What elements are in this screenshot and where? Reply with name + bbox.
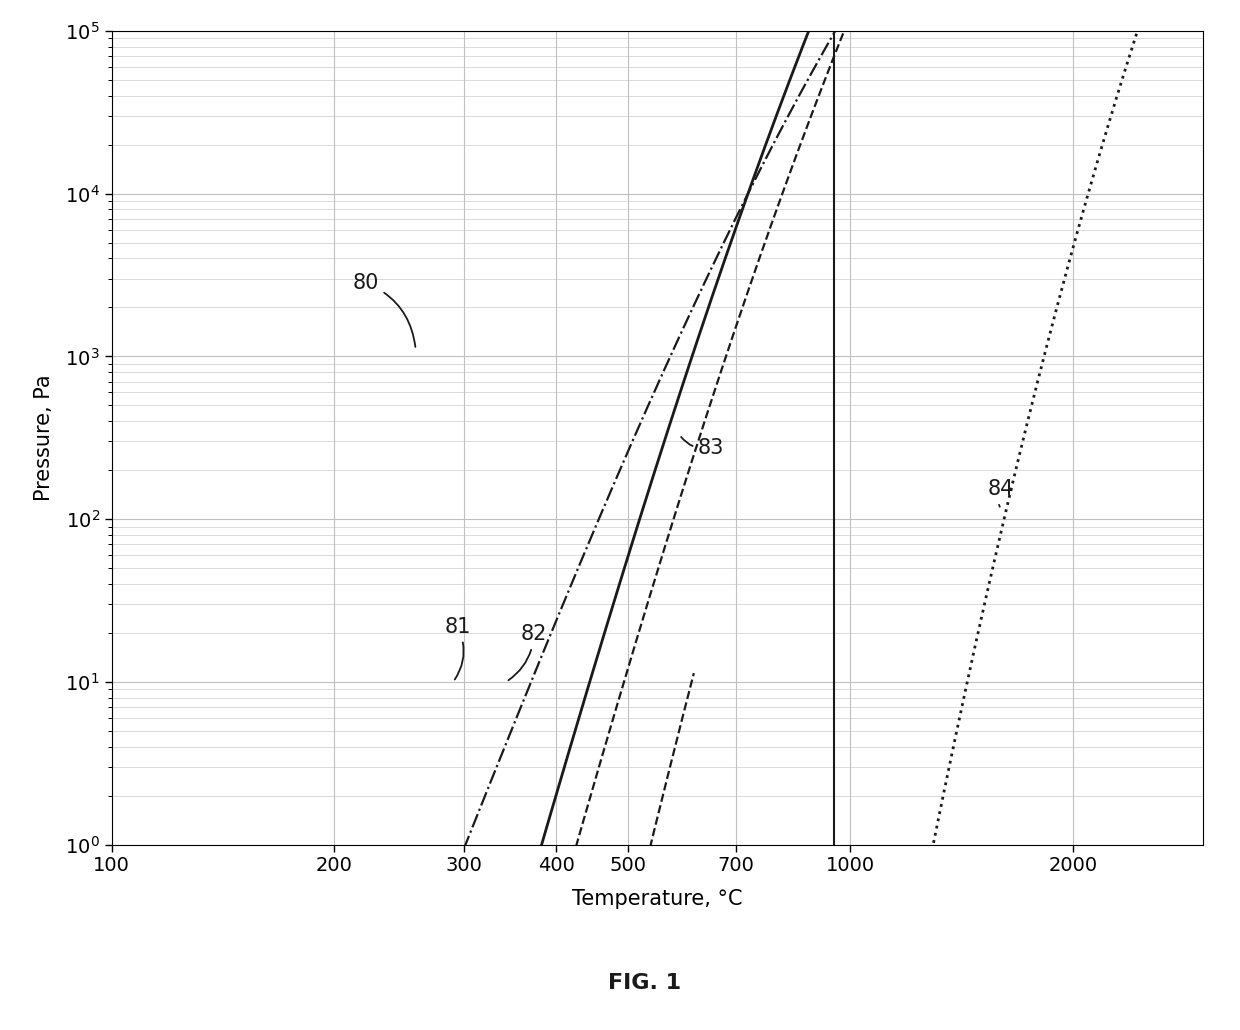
Text: 84: 84 [988,479,1014,507]
Y-axis label: Pressure, Pa: Pressure, Pa [33,375,53,501]
Text: 83: 83 [681,437,724,458]
Text: FIG. 1: FIG. 1 [609,972,681,993]
X-axis label: Temperature, °C: Temperature, °C [572,889,743,909]
Text: 80: 80 [352,273,415,347]
Text: 82: 82 [508,624,547,680]
Text: 81: 81 [444,617,471,680]
